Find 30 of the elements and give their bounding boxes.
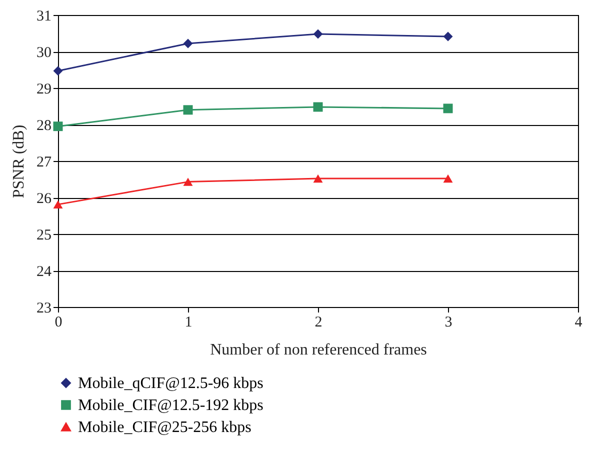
y-tick-label: 28: [36, 118, 52, 134]
legend-label: Mobile_qCIF@12.5-96 kbps: [78, 375, 264, 392]
point: [183, 105, 193, 115]
x-axis-title: Number of non referenced frames: [210, 342, 427, 358]
x-tick-label: 2: [314, 314, 322, 330]
legend-label: Mobile_CIF@25-256 kbps: [78, 419, 252, 436]
y-tick-label: 31: [36, 8, 52, 24]
y-tick-label: 30: [36, 45, 52, 61]
point: [443, 32, 453, 42]
y-tick-label: 27: [36, 154, 52, 170]
point: [443, 104, 453, 114]
point: [53, 66, 63, 76]
point: [443, 174, 453, 183]
y-tick-label: 24: [36, 264, 52, 280]
point: [313, 102, 323, 112]
point: [313, 29, 323, 39]
y-tick-label: 23: [36, 300, 52, 316]
x-tick-label: 3: [444, 314, 452, 330]
legend-label: Mobile_CIF@12.5-192 kbps: [78, 397, 264, 414]
point: [183, 38, 193, 48]
y-tick-label: 29: [36, 82, 52, 98]
y-axis-title: PSNR (dB): [10, 124, 28, 198]
x-tick-label: 1: [184, 314, 192, 330]
point: [183, 178, 193, 186]
y-tick-label: 25: [36, 228, 52, 244]
y-tick-label: 26: [36, 191, 52, 207]
x-tick-label: 4: [574, 314, 583, 330]
point: [53, 122, 63, 132]
x-tick-label: 0: [54, 314, 62, 330]
point: [313, 174, 323, 183]
